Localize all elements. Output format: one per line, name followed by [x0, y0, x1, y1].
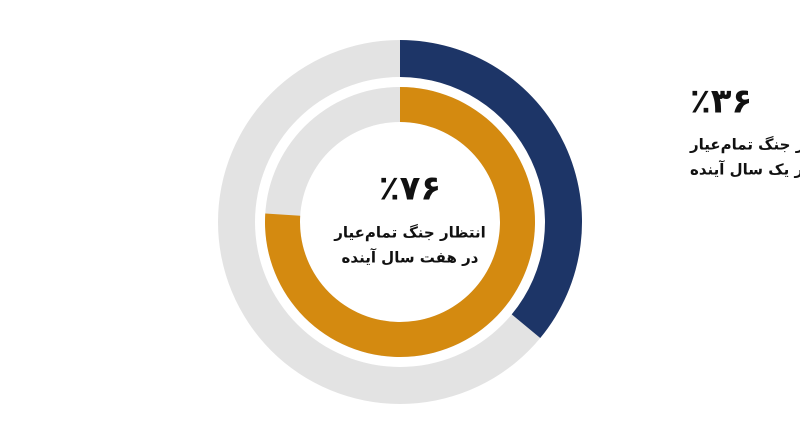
annotation: انتظار جنگ تمام‌عیار [333, 224, 485, 242]
annotation: در هفت سال آینده [342, 249, 479, 267]
ring-arc [400, 40, 582, 339]
value-label: ٪۷۶ [379, 169, 441, 209]
value-label: ٪۳۶ [690, 82, 752, 122]
annotation: در یک سال آینده [690, 161, 800, 179]
annotation: انتظار جنگ تمام‌عیار [689, 136, 800, 154]
